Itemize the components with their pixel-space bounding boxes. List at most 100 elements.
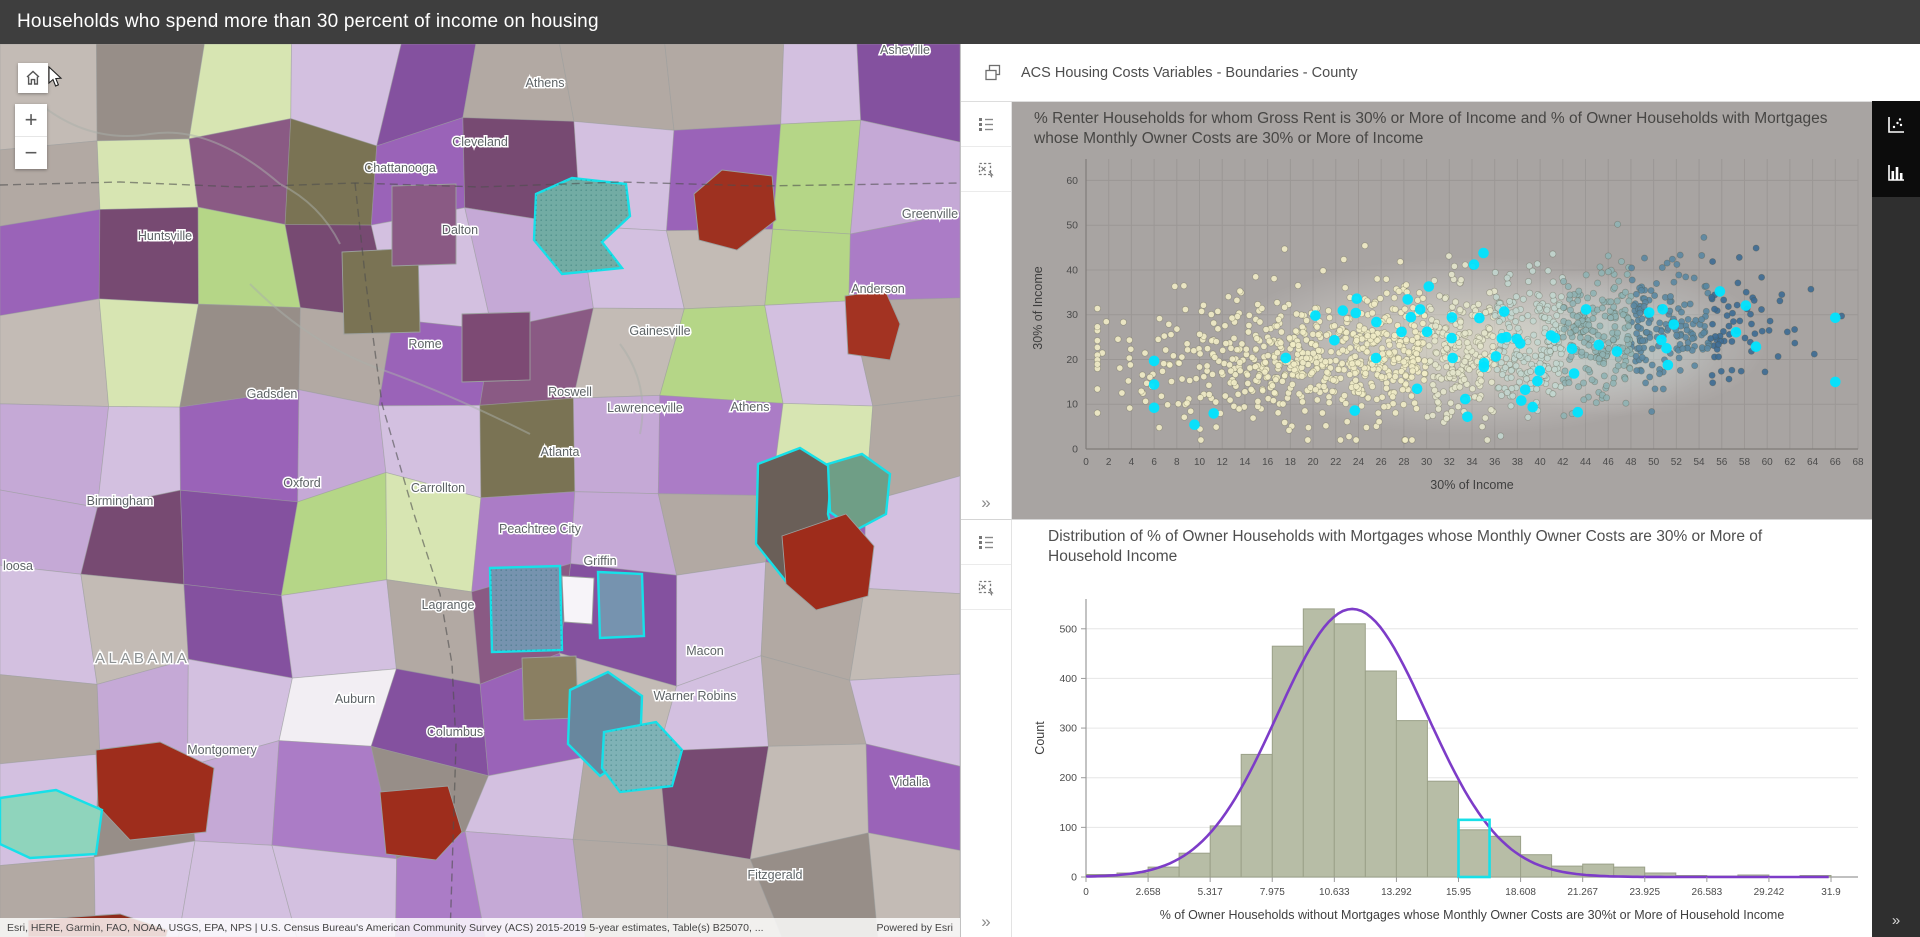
column-chart-tab[interactable] <box>1872 149 1920 197</box>
zoom-control: + − <box>15 104 47 169</box>
scatter-title: % Renter Households for whom Gross Rent … <box>1034 110 1828 147</box>
svg-text:Macon: Macon <box>686 644 724 658</box>
svg-text:30% of Income: 30% of Income <box>1031 266 1045 349</box>
svg-text:8: 8 <box>1174 457 1180 468</box>
svg-text:42: 42 <box>1557 457 1569 468</box>
svg-text:34: 34 <box>1466 457 1478 468</box>
svg-text:0: 0 <box>1083 457 1089 468</box>
svg-text:7.975: 7.975 <box>1260 887 1285 898</box>
histogram-collapse-button[interactable]: » <box>981 912 991 931</box>
svg-text:Montgomery: Montgomery <box>187 743 257 757</box>
svg-text:66: 66 <box>1830 457 1842 468</box>
svg-text:64: 64 <box>1807 457 1819 468</box>
legend-button[interactable] <box>961 520 1011 565</box>
zoom-out-button[interactable]: − <box>15 136 47 169</box>
svg-text:54: 54 <box>1693 457 1705 468</box>
svg-text:Fitzgerald: Fitzgerald <box>748 868 803 882</box>
svg-text:300: 300 <box>1059 723 1077 735</box>
histogram-icon-strip: » <box>961 520 1012 937</box>
svg-text:Roswell: Roswell <box>548 385 592 399</box>
svg-text:13.292: 13.292 <box>1381 887 1412 898</box>
svg-text:40: 40 <box>1535 457 1547 468</box>
scatter-chart-tab[interactable] <box>1872 101 1920 149</box>
home-button[interactable] <box>18 63 48 93</box>
scatter-section: » % Renter Households for whom Gross Ren… <box>961 102 1920 519</box>
svg-text:Rome: Rome <box>408 337 441 351</box>
svg-text:Atlanta: Atlanta <box>541 445 580 459</box>
svg-text:30: 30 <box>1066 309 1078 321</box>
select-features-button[interactable] <box>961 147 1011 192</box>
svg-text:24: 24 <box>1353 457 1365 468</box>
panel-header: ACS Housing Costs Variables - Boundaries… <box>961 44 1920 102</box>
svg-text:50: 50 <box>1066 220 1078 232</box>
svg-text:0: 0 <box>1071 872 1077 884</box>
svg-text:Peachtree City: Peachtree City <box>499 522 582 536</box>
histogram-title: Distribution of % of Owner Households wi… <box>1048 528 1763 565</box>
svg-text:Birmingham: Birmingham <box>87 494 154 508</box>
cursor-pointer-icon <box>48 66 63 87</box>
map-canvas[interactable]: Asheville Athens Cleveland Chattanooga Hunts… <box>0 44 960 937</box>
svg-text:20: 20 <box>1307 457 1319 468</box>
legend-button[interactable] <box>961 102 1011 147</box>
select-features-icon <box>978 580 994 596</box>
select-features-button[interactable] <box>961 565 1011 610</box>
app-header: Households who spend more than 30 percen… <box>0 0 1920 44</box>
svg-text:44: 44 <box>1580 457 1592 468</box>
svg-text:18: 18 <box>1285 457 1297 468</box>
select-features-icon <box>978 162 994 178</box>
svg-text:22: 22 <box>1330 457 1342 468</box>
svg-text:Asheville: Asheville <box>880 44 930 57</box>
svg-text:Count: Count <box>1033 721 1047 755</box>
svg-text:Athens: Athens <box>526 76 565 90</box>
svg-text:400: 400 <box>1059 673 1077 685</box>
histogram-plot[interactable]: 0 100 200 300 400 500 0 2.658 5.317 7.975 10.633 13… <box>1012 520 1873 937</box>
svg-text:500: 500 <box>1059 623 1077 635</box>
sidebar-collapse-button[interactable]: » <box>1891 912 1901 929</box>
svg-text:0: 0 <box>1072 444 1078 456</box>
svg-text:20: 20 <box>1066 354 1078 366</box>
svg-text:Chattanooga: Chattanooga <box>364 161 436 175</box>
scatter-chart-area: % Renter Households for whom Gross Rent … <box>1012 102 1873 519</box>
svg-text:10.633: 10.633 <box>1319 887 1350 898</box>
svg-text:Lagrange: Lagrange <box>422 598 475 612</box>
svg-text:Greenville: Greenville <box>902 207 958 221</box>
scatter-icon-strip: » <box>961 102 1012 519</box>
layer-windows-icon <box>985 64 1001 80</box>
svg-text:Gainesville: Gainesville <box>629 324 690 338</box>
svg-text:40: 40 <box>1066 264 1078 276</box>
svg-text:60: 60 <box>1762 457 1774 468</box>
svg-text:10: 10 <box>1066 399 1078 411</box>
svg-text:Vidalia: Vidalia <box>891 775 928 789</box>
svg-text:68: 68 <box>1852 457 1864 468</box>
svg-text:48: 48 <box>1625 457 1637 468</box>
svg-text:60: 60 <box>1066 175 1078 187</box>
svg-text:46: 46 <box>1603 457 1615 468</box>
svg-text:12: 12 <box>1217 457 1229 468</box>
svg-text:62: 62 <box>1784 457 1796 468</box>
map-basemap[interactable]: Asheville Athens Cleveland Chattanooga Hunts… <box>0 44 960 937</box>
svg-text:50: 50 <box>1648 457 1660 468</box>
zoom-in-button[interactable]: + <box>15 104 47 136</box>
histogram-chart-area: Distribution of % of Owner Households wi… <box>1012 520 1873 937</box>
svg-text:16: 16 <box>1262 457 1274 468</box>
panel-title: ACS Housing Costs Variables - Boundaries… <box>1021 64 1358 81</box>
svg-text:52: 52 <box>1671 457 1683 468</box>
svg-text:0: 0 <box>1083 887 1089 898</box>
svg-text:29.242: 29.242 <box>1754 887 1785 898</box>
svg-text:6: 6 <box>1151 457 1157 468</box>
svg-text:15.95: 15.95 <box>1446 887 1471 898</box>
scatter-collapse-button[interactable]: » <box>981 493 991 512</box>
app-title: Households who spend more than 30 percen… <box>17 11 599 32</box>
chart-switcher-sidebar: » <box>1872 101 1920 937</box>
svg-text:% of Owner Households without: % of Owner Households without Mortgages … <box>1160 908 1785 922</box>
attribution-sources: Esri, HERE, Garmin, FAO, NOAA, USGS, EPA… <box>7 921 764 934</box>
svg-text:38: 38 <box>1512 457 1524 468</box>
svg-text:23.925: 23.925 <box>1629 887 1660 898</box>
svg-text:30: 30 <box>1421 457 1433 468</box>
svg-text:loosa: loosa <box>3 559 33 573</box>
map-attribution: Esri, HERE, Garmin, FAO, NOAA, USGS, EPA… <box>0 918 960 937</box>
svg-text:28: 28 <box>1398 457 1410 468</box>
home-icon <box>26 70 40 85</box>
